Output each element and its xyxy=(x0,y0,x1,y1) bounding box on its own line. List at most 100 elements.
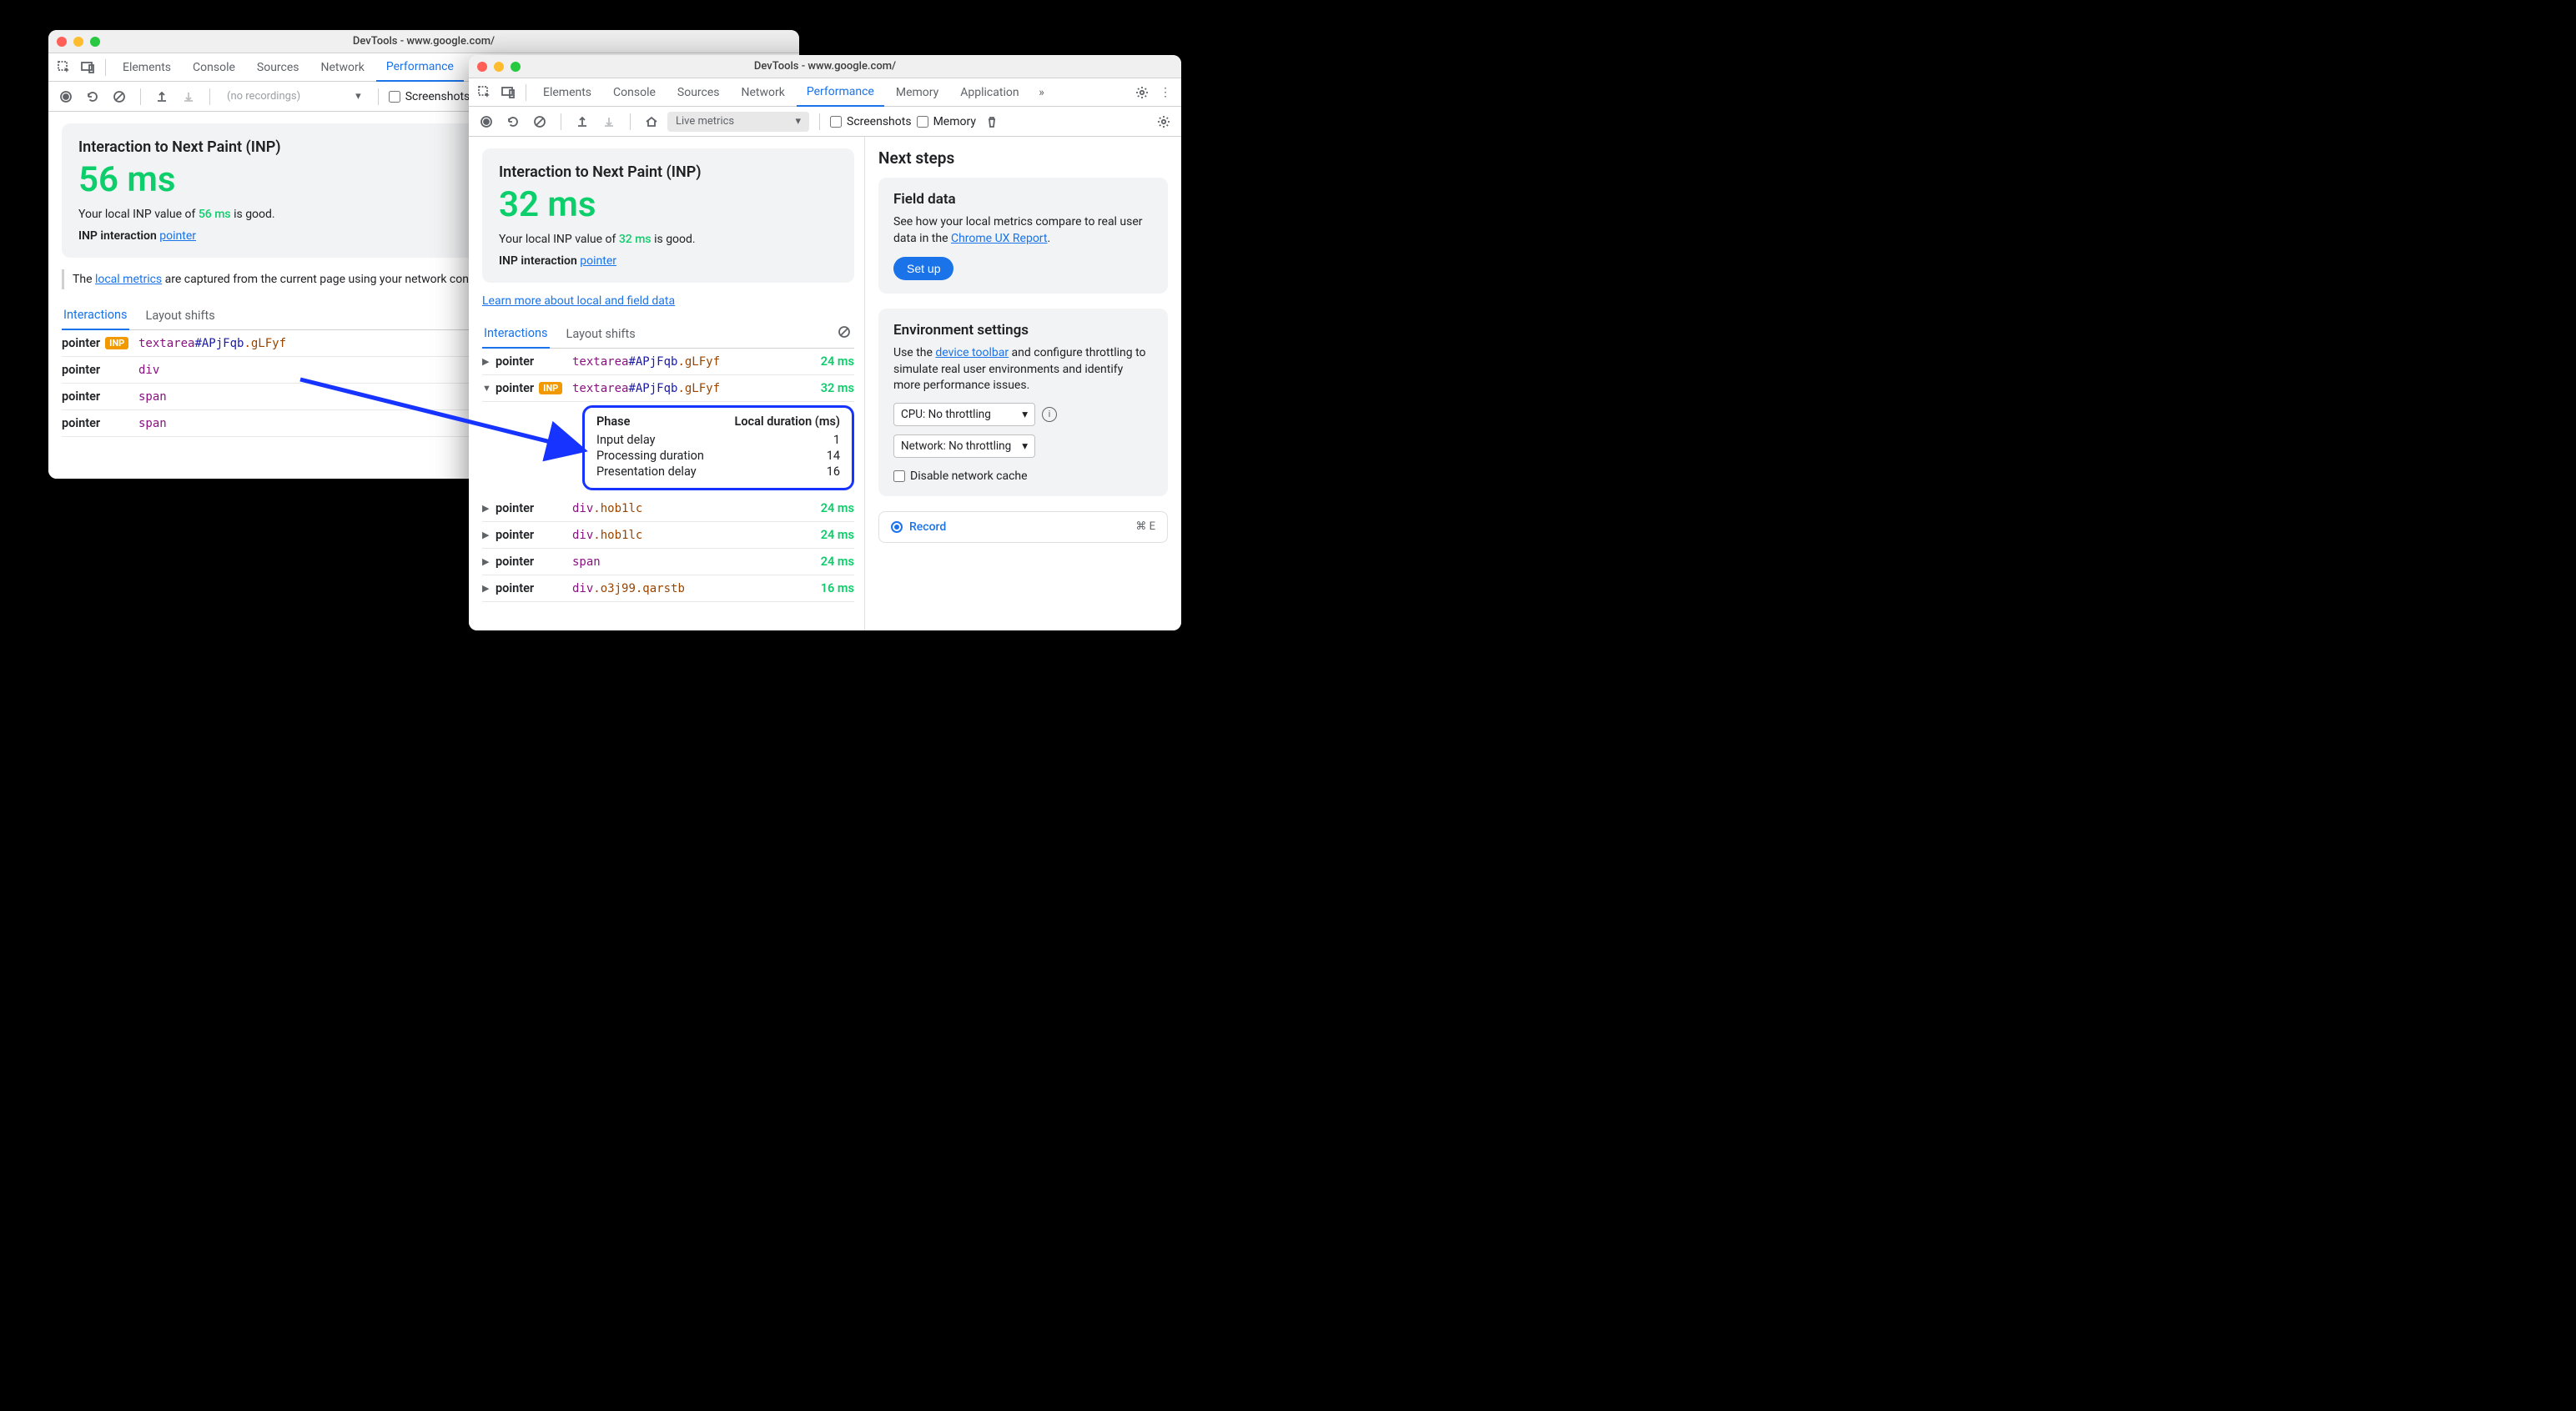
minimize-icon[interactable] xyxy=(494,62,504,72)
interaction-row[interactable]: ▶ pointer span 24 ms xyxy=(482,549,854,575)
tab-sources[interactable]: Sources xyxy=(667,78,730,107)
interaction-link[interactable]: pointer xyxy=(159,229,196,243)
network-throttle-select[interactable]: Network: No throttling ▾ xyxy=(893,434,1035,458)
interaction-type: pointerINP xyxy=(62,336,138,350)
tab-network[interactable]: Network xyxy=(311,53,375,82)
close-icon[interactable] xyxy=(477,62,487,72)
record-icon[interactable] xyxy=(55,86,77,108)
interaction-target: textarea#APjFqb.gLFyf xyxy=(572,355,796,369)
tab-console[interactable]: Console xyxy=(603,78,666,107)
device-toolbar-link[interactable]: device toolbar xyxy=(935,346,1009,359)
interaction-row[interactable]: ▶ pointer textarea#APjFqb.gLFyf 24 ms xyxy=(482,349,854,375)
kebab-menu-icon[interactable]: ⋮ xyxy=(1155,82,1176,103)
home-icon[interactable] xyxy=(641,111,662,133)
interaction-duration: 16 ms xyxy=(796,581,854,595)
tab-sources[interactable]: Sources xyxy=(247,53,309,82)
memory-checkbox-input[interactable] xyxy=(917,116,928,128)
interaction-link[interactable]: pointer xyxy=(580,254,616,268)
screenshots-checkbox[interactable]: Screenshots xyxy=(389,90,470,103)
phase-value: 1 xyxy=(719,432,840,448)
separator xyxy=(378,88,379,105)
titlebar: DevTools - www.google.com/ xyxy=(469,55,1181,78)
settings-icon[interactable] xyxy=(1131,82,1153,103)
interaction-row[interactable]: ▶ pointer div.o3j99.qarstb 16 ms xyxy=(482,575,854,602)
phase-value: 14 xyxy=(719,448,840,464)
clear-icon[interactable] xyxy=(108,86,130,108)
metric-interaction: INP interaction pointer xyxy=(499,254,838,268)
phase-row: Input delay1 xyxy=(596,432,840,448)
cpu-throttle-select[interactable]: CPU: No throttling ▾ xyxy=(893,403,1035,426)
info-icon[interactable]: i xyxy=(1042,407,1057,422)
learn-more-link[interactable]: Learn more about local and field data xyxy=(482,294,675,308)
disclosure-icon[interactable]: ▼ xyxy=(482,383,496,394)
tab-performance[interactable]: Performance xyxy=(376,53,464,82)
titlebar: DevTools - www.google.com/ xyxy=(48,30,799,53)
disclosure-icon[interactable]: ▶ xyxy=(482,583,496,594)
traffic-lights xyxy=(57,37,100,47)
subtab-interactions[interactable]: Interactions xyxy=(62,301,129,330)
zoom-icon[interactable] xyxy=(90,37,100,47)
chevron-down-icon: ▾ xyxy=(355,90,361,103)
screenshots-checkbox[interactable]: Screenshots xyxy=(830,115,912,128)
disable-cache-checkbox[interactable]: Disable network cache xyxy=(893,469,1153,483)
crux-report-link[interactable]: Chrome UX Report xyxy=(951,232,1047,245)
subtab-interactions[interactable]: Interactions xyxy=(482,319,550,349)
field-data-text: See how your local metrics compare to re… xyxy=(893,214,1153,247)
tab-memory[interactable]: Memory xyxy=(886,78,948,107)
upload-icon[interactable] xyxy=(571,111,593,133)
interaction-duration: 24 ms xyxy=(796,354,854,369)
device-toolbar-icon[interactable] xyxy=(497,82,519,103)
separator xyxy=(105,59,106,76)
tab-console[interactable]: Console xyxy=(183,53,245,82)
download-icon[interactable] xyxy=(598,111,620,133)
disclosure-icon[interactable]: ▶ xyxy=(482,556,496,567)
setup-button[interactable]: Set up xyxy=(893,257,953,280)
subtab-layout-shifts[interactable]: Layout shifts xyxy=(565,320,637,348)
record-shortcut: ⌘ E xyxy=(1135,520,1155,533)
field-data-card: Field data See how your local metrics co… xyxy=(878,178,1168,294)
tab-elements[interactable]: Elements xyxy=(533,78,601,107)
record-icon[interactable] xyxy=(475,111,497,133)
upload-icon[interactable] xyxy=(151,86,173,108)
interaction-row[interactable]: ▼ pointer INP textarea#APjFqb.gLFyf 32 m… xyxy=(482,375,854,402)
interaction-row[interactable]: ▶ pointer div.hob1lc 24 ms xyxy=(482,495,854,522)
memory-checkbox[interactable]: Memory xyxy=(917,115,976,128)
subtab-layout-shifts[interactable]: Layout shifts xyxy=(144,302,217,329)
zoom-icon[interactable] xyxy=(511,62,521,72)
garbage-collect-icon[interactable] xyxy=(981,111,1003,133)
more-tabs-icon[interactable]: » xyxy=(1031,82,1053,103)
disclosure-icon[interactable]: ▶ xyxy=(482,356,496,367)
screenshots-checkbox-input[interactable] xyxy=(830,116,842,128)
live-metrics-select[interactable]: Live metrics ▾ xyxy=(667,112,809,132)
disclosure-icon[interactable]: ▶ xyxy=(482,530,496,540)
interaction-type: pointer INP xyxy=(496,381,572,395)
interaction-duration: 32 ms xyxy=(796,381,854,395)
close-icon[interactable] xyxy=(57,37,67,47)
screenshots-checkbox-input[interactable] xyxy=(389,91,400,103)
env-text: Use the device toolbar and configure thr… xyxy=(893,345,1153,394)
tab-network[interactable]: Network xyxy=(732,78,795,107)
reload-record-icon[interactable] xyxy=(502,111,524,133)
inspect-icon[interactable] xyxy=(53,57,75,78)
side-column: Next steps Field data See how your local… xyxy=(864,137,1181,630)
interaction-row[interactable]: ▶ pointer div.hob1lc 24 ms xyxy=(482,522,854,549)
clear-icon[interactable] xyxy=(529,111,551,133)
clear-list-icon[interactable] xyxy=(838,325,851,342)
tab-performance[interactable]: Performance xyxy=(797,78,884,107)
panel-settings-icon[interactable] xyxy=(1153,111,1175,133)
disclosure-icon[interactable]: ▶ xyxy=(482,503,496,514)
inspect-icon[interactable] xyxy=(474,82,496,103)
disable-cache-input[interactable] xyxy=(893,470,905,482)
download-icon[interactable] xyxy=(178,86,199,108)
device-toolbar-icon[interactable] xyxy=(77,57,98,78)
recordings-select[interactable]: (no recordings) ▾ xyxy=(220,87,368,107)
reload-record-icon[interactable] xyxy=(82,86,103,108)
tab-elements[interactable]: Elements xyxy=(113,53,181,82)
record-button[interactable]: Record xyxy=(891,520,946,534)
cpu-throttle-value: CPU: No throttling xyxy=(901,408,991,421)
minimize-icon[interactable] xyxy=(73,37,83,47)
local-metrics-link[interactable]: local metrics xyxy=(95,273,162,286)
phase-header: Phase xyxy=(596,414,719,432)
tab-application[interactable]: Application xyxy=(950,78,1029,107)
perf-toolbar: Live metrics ▾ Screenshots Memory xyxy=(469,107,1181,137)
